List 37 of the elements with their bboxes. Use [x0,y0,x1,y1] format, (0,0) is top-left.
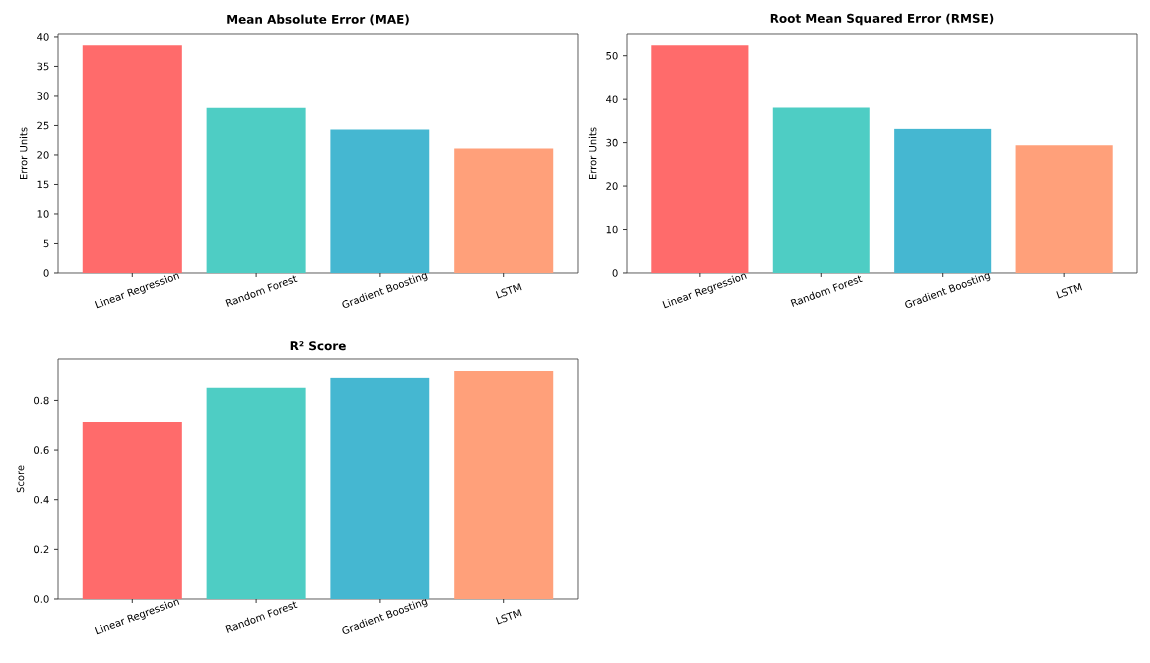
y-tick-label: 40 [606,95,618,103]
y-tick-label: 50 [606,51,618,60]
y-tick-label: 0.6 [34,446,49,454]
y-tick-label: 40 [37,33,49,41]
chart-title: Mean Absolute Error (MAE) [227,14,409,26]
y-axis-title: Error Units [19,127,28,180]
bar [894,128,992,273]
bar [772,107,870,273]
y-tick-label: 20 [37,151,49,159]
x-tick-label: LSTM [495,283,522,299]
y-axis-title: Score [16,465,25,493]
y-axis-title: Error Units [588,127,597,180]
y-tick-label: 30 [606,138,618,147]
chart-title: Root Mean Squared Error (RMSE) [770,13,994,26]
y-tick-label: 35 [37,62,49,71]
chart-title: R² Score [290,341,346,351]
y-tick-label: 15 [37,180,49,189]
y-tick-label: 0.8 [34,396,49,405]
y-tick-label: 0.2 [34,545,49,554]
bar [330,129,430,273]
bar [206,107,306,273]
bar [82,45,182,273]
y-tick-label: 25 [37,121,49,130]
y-tick-label: 0.0 [34,595,49,603]
y-tick-label: 0.4 [34,495,49,504]
y-tick-label: 30 [37,92,49,100]
bar [651,45,749,273]
x-tick-label: LSTM [1056,283,1083,299]
bar [454,148,554,273]
y-tick-label: 10 [606,225,618,234]
y-tick-label: 0 [43,269,49,277]
bar [1015,145,1113,273]
y-tick-label: 0 [612,269,618,277]
y-tick-label: 10 [37,210,49,218]
y-tick-label: 20 [606,182,618,190]
y-tick-label: 5 [43,239,49,248]
x-tick-label: LSTM [495,609,522,625]
